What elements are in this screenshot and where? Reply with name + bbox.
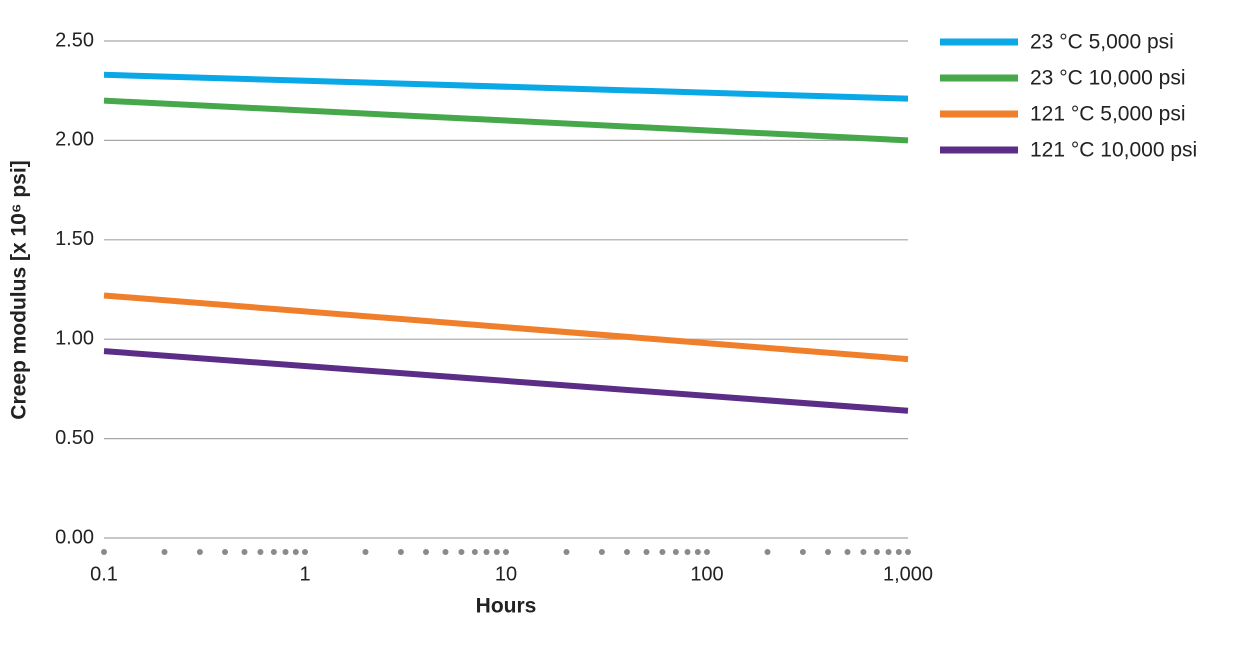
y-tick-label: 0.00 — [55, 526, 94, 548]
y-tick-label: 2.50 — [55, 29, 94, 51]
x-minor-tick — [282, 549, 289, 555]
x-minor-tick — [659, 549, 666, 555]
y-tick-label: 1.00 — [55, 327, 94, 349]
x-minor-tick — [672, 549, 679, 555]
x-tick-label: 1 — [299, 563, 310, 585]
x-minor-tick — [423, 549, 430, 555]
x-minor-tick — [397, 549, 404, 555]
legend-label: 23 °C 5,000 psi — [1030, 31, 1174, 54]
x-tick-mark — [302, 549, 308, 555]
x-minor-tick — [270, 549, 277, 555]
x-minor-tick — [643, 549, 650, 555]
legend: 23 °C 5,000 psi 23 °C 10,000 psi 121 °C 5,… — [940, 31, 1197, 162]
x-tick-label: 0.1 — [90, 563, 118, 585]
x-tick-mark — [704, 549, 710, 555]
x-minor-tick — [222, 549, 229, 555]
x-minor-tick — [885, 549, 892, 555]
x-minor-tick — [471, 549, 478, 555]
y-tick-label: 2.00 — [55, 129, 94, 151]
x-tick-mark — [101, 549, 107, 555]
legend-label: 121 °C 10,000 psi — [1030, 139, 1197, 162]
x-minor-tick — [458, 549, 465, 555]
x-minor-tick — [799, 549, 806, 555]
x-minor-tick — [257, 549, 264, 555]
y-tick-label: 1.50 — [55, 228, 94, 250]
x-minor-tick — [196, 549, 203, 555]
x-tick-label: 100 — [690, 563, 723, 585]
x-minor-tick — [895, 549, 902, 555]
x-minor-tick — [764, 549, 771, 555]
series-line — [103, 348, 909, 414]
series-line — [103, 97, 909, 144]
x-minor-tick — [844, 549, 851, 555]
x-minor-tick — [684, 549, 691, 555]
legend-label: 121 °C 5,000 psi — [1030, 103, 1186, 126]
y-tick-label: 0.50 — [55, 427, 94, 449]
x-tick-label: 1,000 — [883, 563, 933, 585]
x-minor-tick — [483, 549, 490, 555]
y-axis-title: Creep modulus [x 10⁶ psi] — [8, 160, 31, 419]
x-tick-mark — [905, 549, 911, 555]
x-tick-label: 10 — [495, 563, 517, 585]
x-minor-tick — [442, 549, 449, 555]
series-line — [103, 71, 909, 102]
x-minor-tick — [825, 549, 832, 555]
x-minor-tick — [292, 549, 299, 555]
x-minor-tick — [598, 549, 605, 555]
x-minor-tick — [493, 549, 500, 555]
x-tick-mark — [503, 549, 509, 555]
x-minor-tick — [161, 549, 168, 555]
x-minor-tick — [563, 549, 570, 555]
x-minor-tick — [624, 549, 631, 555]
x-minor-tick — [860, 549, 867, 555]
x-minor-tick — [873, 549, 880, 555]
x-axis-title: Hours — [476, 595, 537, 618]
series-line — [103, 292, 909, 363]
x-minor-tick — [362, 549, 369, 555]
x-minor-tick — [694, 549, 701, 555]
x-minor-tick — [241, 549, 248, 555]
legend-label: 23 °C 10,000 psi — [1030, 67, 1186, 90]
